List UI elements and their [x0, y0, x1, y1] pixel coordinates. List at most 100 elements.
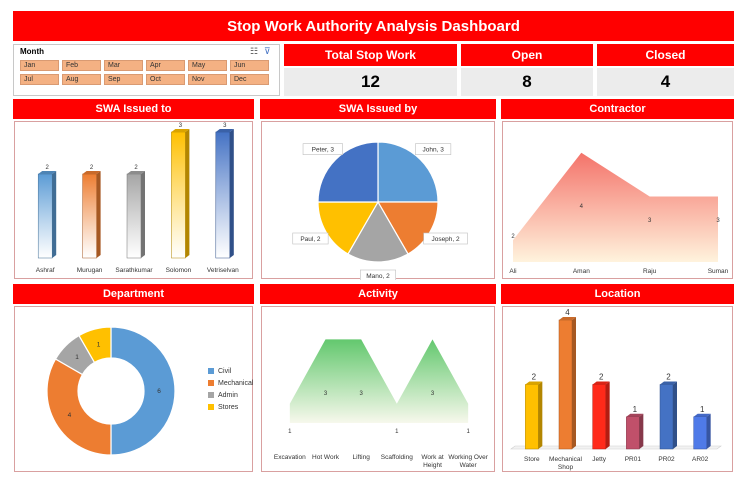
issued-to-chart: 2 Ashraf 2 Murugan 2 Sarathkumar 3 Solomon 3 Vetr… — [14, 121, 253, 279]
bar-top — [38, 171, 57, 174]
location-chart: 2 Store 4 Mechanical Shop 2 Jetty 1 PR01 2 PR02 1 AR… — [502, 306, 733, 472]
slice-peter — [317, 141, 379, 203]
slice-mechanical — [46, 358, 112, 456]
bar-store — [525, 384, 539, 450]
data-label: Paul, 2 — [300, 236, 321, 243]
x-tick-label: PR02 — [658, 456, 675, 463]
data-label: 2 — [46, 165, 50, 171]
month-button-dec[interactable]: Dec — [230, 74, 269, 85]
slice-john — [377, 141, 439, 203]
area-series — [513, 152, 718, 262]
activity-chart: 1 Excavation 3 Hot Work 3 Lifting 1 Scaffolding… — [261, 306, 495, 472]
x-tick-label: Vetriselvan — [207, 267, 239, 274]
month-button-feb[interactable]: Feb — [62, 60, 101, 71]
month-button-jun[interactable]: Jun — [230, 60, 269, 71]
data-label-box — [360, 269, 397, 280]
data-label: 1 — [466, 429, 470, 435]
x-tick-label: AR02 — [692, 456, 709, 463]
data-label: 3 — [648, 218, 652, 224]
kpi-closed-value: 4 — [597, 68, 734, 96]
bar-side — [52, 171, 57, 258]
month-button-jul[interactable]: Jul — [20, 74, 59, 85]
slice-paul — [317, 201, 380, 255]
multi-select-icon[interactable]: ☷ — [250, 46, 259, 56]
data-label: 3 — [223, 123, 227, 129]
data-label: 3 — [179, 123, 183, 129]
bar-top — [626, 413, 644, 417]
bar-solomon — [171, 131, 186, 259]
legend-swatch — [208, 404, 214, 410]
contractor-chart: 2 Ali 4 Aman 3 Raju 3 Suman — [502, 121, 733, 279]
x-tick-label: Hot Work — [312, 454, 340, 461]
month-button-sep[interactable]: Sep — [104, 74, 143, 85]
kpi-total-label: Total Stop Work — [284, 44, 457, 66]
department-title: Department — [13, 284, 254, 304]
bar-sarathkumar — [126, 173, 142, 259]
data-label: 2 — [666, 373, 671, 382]
month-slicer[interactable]: Month ☷ ⊽ Jan Feb Mar Apr May Jun Jul Aug Sep Oct… — [13, 44, 280, 96]
data-label: 3 — [431, 391, 435, 397]
x-tick-label: Water — [460, 462, 478, 469]
issued-by-title: SWA Issued by — [260, 99, 496, 119]
x-tick-label: PR01 — [625, 456, 642, 463]
kpi-open-label: Open — [461, 44, 593, 66]
month-button-aug[interactable]: Aug — [62, 74, 101, 85]
data-label: Peter, 3 — [312, 147, 335, 154]
dashboard-title: Stop Work Authority Analysis Dashboard — [13, 11, 734, 41]
bar-top — [559, 317, 576, 320]
x-tick-label: Scaffolding — [381, 454, 413, 461]
month-button-mar[interactable]: Mar — [104, 60, 143, 71]
bar-pr02 — [659, 384, 674, 450]
kpi-open-value: 8 — [461, 68, 593, 96]
bar-mechanical-shop — [558, 319, 573, 450]
month-button-may[interactable]: May — [188, 60, 227, 71]
bar-murugan — [82, 173, 97, 259]
x-tick-label: Solomon — [166, 267, 192, 274]
department-chart: 6 4 1 1 Civil Mechanical Admin Stores — [14, 306, 253, 472]
bar-side — [185, 129, 190, 258]
data-label: 1 — [395, 429, 399, 435]
data-label: 2 — [134, 165, 138, 171]
bar-side — [96, 171, 101, 258]
x-tick-label: Working Over — [448, 454, 488, 461]
month-button-nov[interactable]: Nov — [188, 74, 227, 85]
slice-civil — [110, 326, 176, 456]
month-button-oct[interactable]: Oct — [146, 74, 185, 85]
clear-filter-icon[interactable]: ⊽ — [264, 46, 271, 56]
data-label: John, 3 — [422, 147, 444, 154]
month-button-jan[interactable]: Jan — [20, 60, 59, 71]
bar-top — [592, 381, 610, 385]
legend-item-stores: Stores — [208, 401, 253, 413]
data-label: Joseph, 2 — [431, 236, 460, 243]
x-tick-label: Ashraf — [36, 267, 55, 274]
kpi-total-value: 12 — [284, 68, 457, 96]
data-label: 3 — [359, 391, 363, 397]
x-tick-label: Store — [524, 456, 540, 463]
data-label: 2 — [599, 373, 604, 382]
x-tick-label: Mechanical — [549, 456, 582, 463]
bar-side — [229, 129, 234, 258]
data-label-box — [423, 232, 468, 245]
x-tick-label: Raju — [643, 268, 657, 275]
bar-top — [171, 129, 190, 132]
data-label: Mano, 2 — [366, 273, 390, 280]
bar-vetriselvan — [215, 131, 231, 259]
bar-jetty — [592, 384, 606, 450]
legend-swatch — [208, 380, 214, 386]
month-button-apr[interactable]: Apr — [146, 60, 185, 71]
data-label: 3 — [324, 391, 328, 397]
legend-label: Civil — [218, 367, 232, 375]
legend-item-admin: Admin — [208, 389, 253, 401]
bar-side — [538, 381, 543, 449]
bar-top — [127, 171, 145, 174]
slice-joseph — [376, 201, 439, 255]
contractor-title: Contractor — [501, 99, 734, 119]
x-tick-label: Ali — [509, 268, 516, 275]
legend-swatch — [208, 368, 214, 374]
data-label: 2 — [90, 165, 94, 171]
x-tick-label: Work at — [421, 454, 443, 461]
bar-top — [660, 381, 677, 385]
data-label: 4 — [68, 412, 72, 419]
x-tick-label: Aman — [573, 268, 590, 275]
data-label-box — [302, 143, 343, 155]
